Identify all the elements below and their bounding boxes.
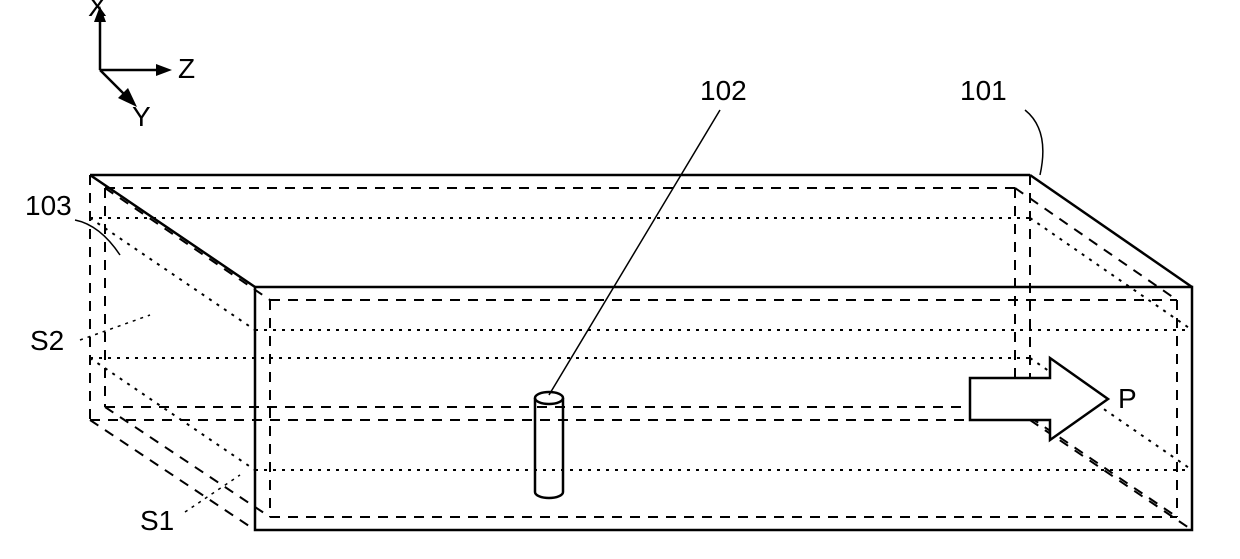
axis-y-label: Y bbox=[132, 101, 151, 132]
axis-z-label: Z bbox=[178, 53, 195, 84]
axis-x-label: X bbox=[88, 0, 107, 22]
callout-s1-label: S1 bbox=[140, 505, 174, 536]
callout-s2-label: S2 bbox=[30, 325, 64, 356]
flow-arrow-label: P bbox=[1118, 383, 1137, 414]
callout-103-label: 103 bbox=[25, 190, 72, 221]
flow-arrow: P bbox=[970, 358, 1137, 440]
inner-dashed-box bbox=[105, 188, 1177, 517]
diagram-svg: X Z Y bbox=[0, 0, 1240, 559]
callout-102-label: 102 bbox=[700, 75, 747, 106]
coordinate-axes: X Z Y bbox=[88, 0, 195, 132]
callout-101-label: 101 bbox=[960, 75, 1007, 106]
outer-box bbox=[90, 175, 1192, 530]
